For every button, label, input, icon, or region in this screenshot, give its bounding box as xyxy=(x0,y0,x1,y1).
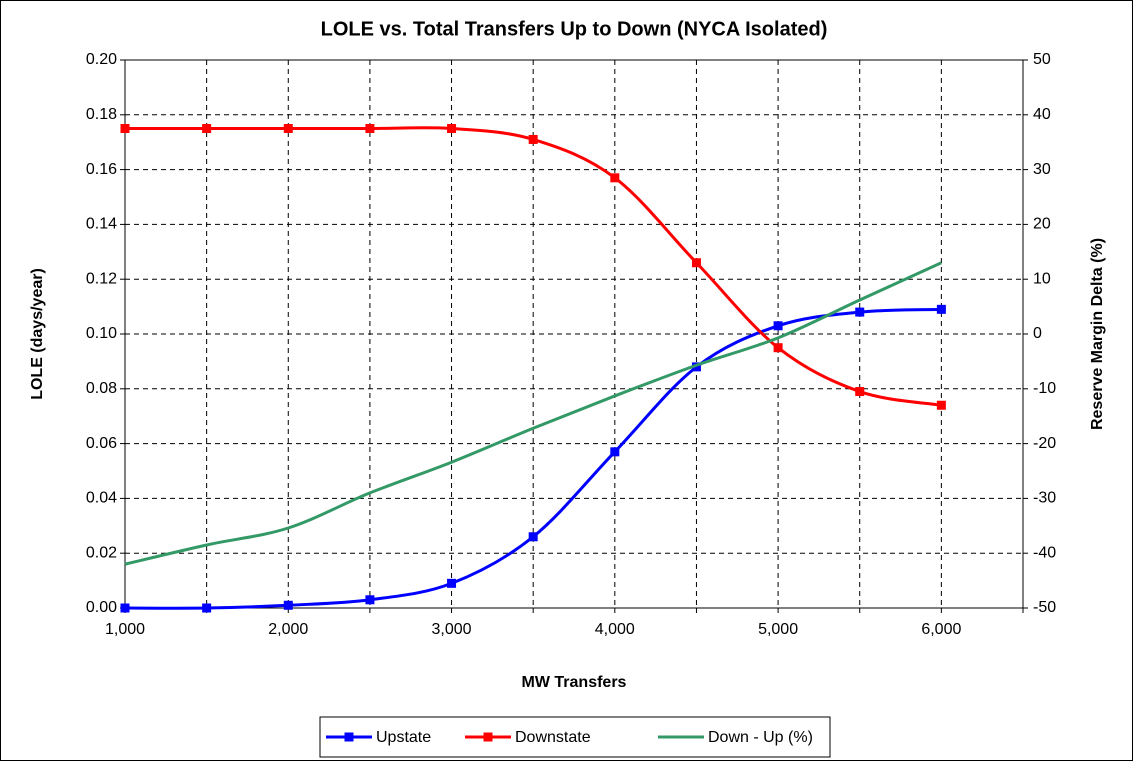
legend-label: Downstate xyxy=(515,729,591,746)
y2-tick-label: -20 xyxy=(1033,435,1056,452)
legend-marker xyxy=(344,732,354,742)
legend-label: Down - Up (%) xyxy=(708,729,813,746)
y-axis-label: LOLE (days/year) xyxy=(29,268,46,400)
y-tick-label: 0.18 xyxy=(86,106,117,123)
y2-tick-label: -50 xyxy=(1033,599,1056,616)
y2-tick-label: 10 xyxy=(1033,270,1051,287)
point-marker xyxy=(120,603,130,613)
y-tick-label: 0.16 xyxy=(86,161,117,178)
point-marker xyxy=(283,600,293,610)
point-marker xyxy=(691,362,701,372)
point-marker xyxy=(120,124,130,133)
point-marker xyxy=(610,173,620,183)
point-marker xyxy=(202,124,212,133)
y-tick-label: 0.10 xyxy=(86,325,117,342)
point-marker xyxy=(773,321,783,331)
point-marker xyxy=(365,124,375,133)
chart-title: LOLE vs. Total Transfers Up to Down (NYC… xyxy=(321,18,828,40)
y-tick-label: 0.00 xyxy=(86,599,117,616)
point-marker xyxy=(691,258,701,268)
point-marker xyxy=(773,343,783,353)
y-tick-label: 0.06 xyxy=(86,435,117,452)
point-marker xyxy=(202,603,212,613)
point-marker xyxy=(855,307,865,317)
x-tick-label: 2,000 xyxy=(268,621,308,638)
y-tick-label: 0.12 xyxy=(86,270,117,287)
y2-axis-label: Reserve Margin Delta (%) xyxy=(1089,238,1106,430)
x-tick-label: 3,000 xyxy=(432,621,472,638)
y2-tick-label: 0 xyxy=(1033,325,1042,342)
y-tick-label: 0.20 xyxy=(86,51,117,68)
y2-tick-label: -30 xyxy=(1033,490,1056,507)
point-marker xyxy=(365,595,375,605)
point-marker xyxy=(447,124,457,133)
y-tick-label: 0.02 xyxy=(86,544,117,561)
plot-frame xyxy=(124,59,1024,609)
y2-tick-label: -40 xyxy=(1033,544,1056,561)
legend-marker xyxy=(483,732,493,742)
y2-tick-label: -10 xyxy=(1033,380,1056,397)
y2-tick-label: 50 xyxy=(1033,51,1051,68)
point-marker xyxy=(855,387,865,397)
x-tick-label: 6,000 xyxy=(921,621,961,638)
legend-box xyxy=(319,716,831,758)
y2-tick-label: 30 xyxy=(1033,161,1051,178)
x-tick-label: 5,000 xyxy=(758,621,798,638)
point-marker xyxy=(936,304,946,314)
point-marker xyxy=(528,134,538,144)
series-line xyxy=(124,261,942,566)
point-marker xyxy=(283,124,293,133)
y-tick-label: 0.08 xyxy=(86,380,117,397)
point-marker xyxy=(936,400,946,410)
y-tick-label: 0.14 xyxy=(86,216,117,233)
x-tick-label: 1,000 xyxy=(105,621,145,638)
legend-label: Upstate xyxy=(376,729,431,746)
x-axis-label: MW Transfers xyxy=(522,674,627,691)
y2-tick-label: 40 xyxy=(1033,106,1051,123)
point-marker xyxy=(528,532,538,542)
x-tick-label: 4,000 xyxy=(595,621,635,638)
y2-tick-label: 20 xyxy=(1033,216,1051,233)
y-tick-label: 0.04 xyxy=(86,490,117,507)
point-marker xyxy=(447,578,457,588)
point-marker xyxy=(610,447,620,457)
